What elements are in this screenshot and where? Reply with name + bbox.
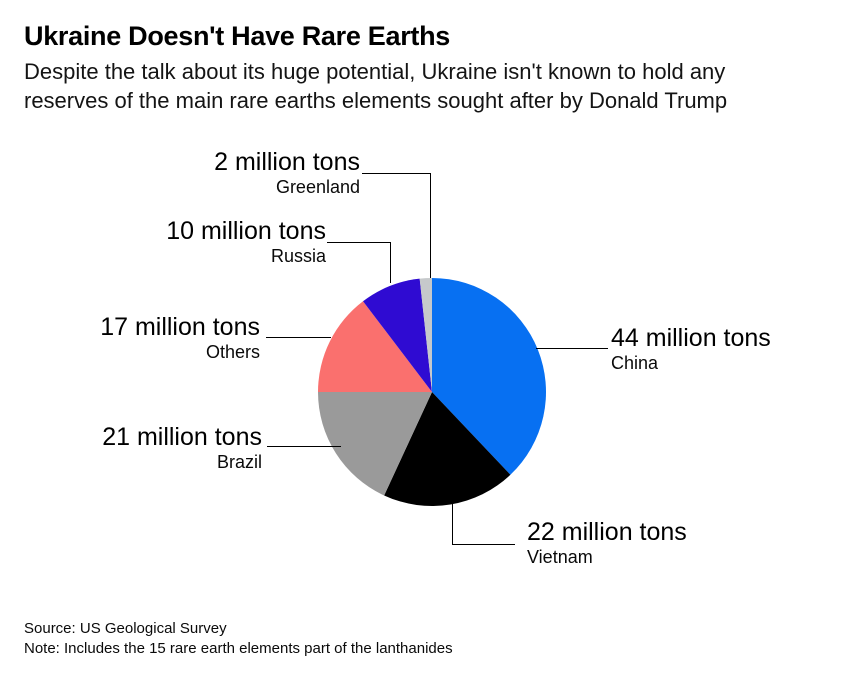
pie-slice-china <box>432 278 546 475</box>
pie-slice-vietnam <box>384 392 511 506</box>
pie-slice-greenland <box>419 278 432 392</box>
chart-title: Ukraine Doesn't Have Rare Earths <box>24 21 450 51</box>
callout-value-brazil: 21 million tons <box>102 423 262 451</box>
leader-line-vietnam <box>452 504 515 545</box>
callout-others: 17 million tons Others <box>100 314 260 362</box>
pie-chart <box>318 278 546 506</box>
pie-slice-brazil <box>318 392 432 496</box>
callout-country-russia: Russia <box>270 246 326 266</box>
callout-vietnam: 22 million tons Vietnam <box>527 519 687 567</box>
callout-country-brazil: Brazil <box>216 452 262 472</box>
callout-value-russia: 10 million tons <box>166 217 326 245</box>
methodology-note: Note: Includes the 15 rare earth element… <box>24 640 453 657</box>
pie-slice-russia <box>363 278 432 392</box>
pie-slice-others <box>318 301 432 392</box>
callout-china: 44 million tons China <box>611 325 771 373</box>
footer: Source: US Geological Survey Note: Inclu… <box>24 619 453 659</box>
callout-value-greenland: 2 million tons <box>214 148 360 176</box>
chart-subtitle: Despite the talk about its huge potentia… <box>24 59 728 113</box>
source-note: Source: US Geological Survey <box>24 620 227 637</box>
callout-country-vietnam: Vietnam <box>527 547 593 567</box>
callout-russia: 10 million tons Russia <box>166 218 326 266</box>
callout-value-others: 17 million tons <box>100 313 260 341</box>
callout-country-china: China <box>611 353 659 373</box>
callout-country-others: Others <box>205 342 260 362</box>
leader-line-greenland <box>362 173 431 278</box>
callout-value-china: 44 million tons <box>611 324 771 352</box>
callout-brazil: 21 million tons Brazil <box>102 424 262 472</box>
callout-country-greenland: Greenland <box>275 177 360 197</box>
callout-value-vietnam: 22 million tons <box>527 518 687 546</box>
callout-greenland: 2 million tons Greenland <box>214 149 360 197</box>
